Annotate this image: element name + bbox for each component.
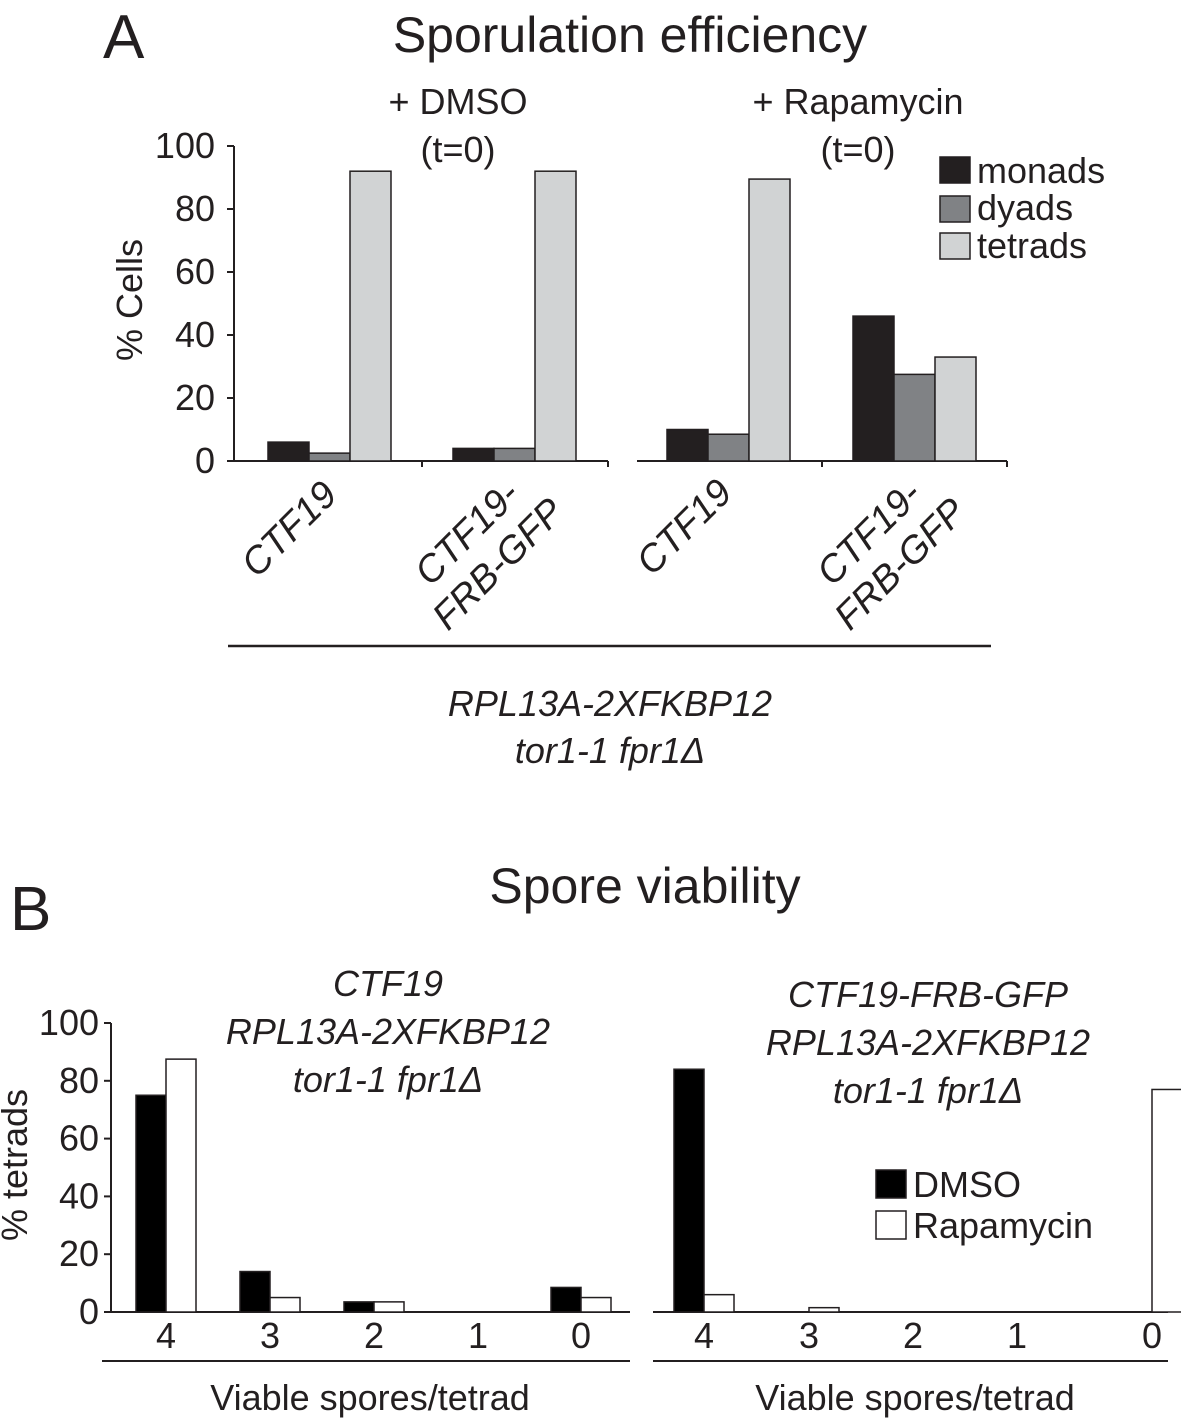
y-tick-label: 20 (175, 377, 215, 418)
category-label-ctf19-rapa: CTF19 (629, 472, 741, 584)
bar-rapamycin (165, 1058, 197, 1313)
bar-monads (852, 315, 895, 462)
bar-tetrads (534, 170, 577, 462)
panel-a-bars (267, 170, 977, 462)
legend-swatch-rapamycin (875, 1210, 907, 1240)
panel-b-label: B (10, 875, 51, 944)
bar-dmso (550, 1286, 582, 1313)
x-tick-label: 0 (571, 1315, 591, 1356)
bar-dyads (308, 452, 351, 462)
subplot-right-strain-line1: CTF19-FRB-GFP (788, 974, 1068, 1015)
panel-a-ylabel: % Cells (109, 239, 150, 361)
group-label-rapa-line2: (t=0) (820, 129, 895, 170)
group-label-rapa-line1: + Rapamycin (752, 81, 963, 122)
group-label-dmso-line2: (t=0) (420, 129, 495, 170)
panel-a-legend: monads dyads tetrads (939, 150, 1105, 266)
legend-swatch-tetrads (939, 232, 971, 260)
category-label-ctf19-frb-gfp-rapa: CTF19- FRB-GFP (809, 473, 975, 638)
legend-swatch-dmso (875, 1169, 907, 1199)
x-tick-label: 4 (694, 1315, 714, 1356)
panel-a-label: A (103, 3, 145, 72)
bar-tetrads (349, 170, 392, 462)
subplot-left-strain-line2: RPL13A-2XFKBP12 (226, 1011, 550, 1052)
y-tick-label: 0 (195, 440, 215, 481)
bar-rapamycin (808, 1306, 840, 1313)
panel-b-legend: DMSO Rapamycin (875, 1164, 1093, 1246)
legend-label-dyads: dyads (977, 187, 1073, 228)
x-tick-label: 3 (260, 1315, 280, 1356)
x-tick-label: 2 (903, 1315, 923, 1356)
subplot-right-strain-line2: RPL13A-2XFKBP12 (766, 1022, 1090, 1063)
panel-b-title: Spore viability (489, 858, 800, 914)
legend-swatch-dyads (939, 195, 971, 223)
y-tick-label: 100 (155, 125, 215, 166)
x-tick-label: 0 (1142, 1315, 1162, 1356)
bar-monads (267, 441, 310, 462)
y-tick-label: 20 (59, 1233, 99, 1274)
y-tick-label: 80 (59, 1060, 99, 1101)
bar-tetrads (748, 178, 791, 462)
x-tick-label: 3 (799, 1315, 819, 1356)
bar-dmso (135, 1094, 167, 1313)
subplot-left-strain-line3: tor1-1 fpr1Δ (293, 1059, 483, 1100)
bar-dyads (493, 447, 536, 462)
bar-monads (452, 447, 495, 462)
category-label-ctf19-frb-gfp-dmso: CTF19- FRB-GFP (407, 473, 573, 638)
group-label-dmso-line1: + DMSO (388, 81, 527, 122)
panel-b: B Spore viability % tetrads 020406080100… (0, 858, 1181, 1418)
y-tick-label: 100 (39, 1002, 99, 1043)
y-tick-label: 60 (175, 251, 215, 292)
bar-dmso (673, 1068, 705, 1313)
x-tick-label: 2 (364, 1315, 384, 1356)
strain-label-line2: tor1-1 fpr1Δ (515, 730, 705, 771)
bar-rapamycin (580, 1296, 612, 1313)
bar-monads (666, 428, 709, 462)
bar-dmso (239, 1270, 271, 1313)
y-tick-label: 0 (79, 1291, 99, 1332)
y-tick-label: 40 (59, 1175, 99, 1216)
panel-a-title: Sporulation efficiency (393, 7, 867, 63)
panel-b-xlabel-right: Viable spores/tetrad (755, 1377, 1075, 1418)
x-tick-label: 1 (1007, 1315, 1027, 1356)
legend-label-rapamycin: Rapamycin (913, 1205, 1093, 1246)
y-tick-label: 40 (175, 314, 215, 355)
panel-b-x-tick-labels: 4 3 2 1 0 4 3 2 1 0 (156, 1315, 1162, 1356)
bar-rapamycin (1151, 1088, 1181, 1313)
strain-label-line1: RPL13A-2XFKBP12 (448, 683, 772, 724)
x-tick-label: 1 (468, 1315, 488, 1356)
subplot-left-strain-line1: CTF19 (333, 963, 443, 1004)
bar-rapamycin (373, 1301, 405, 1313)
x-tick-label: 4 (156, 1315, 176, 1356)
bar-rapamycin (269, 1296, 301, 1313)
panel-b-ylabel: % tetrads (0, 1089, 35, 1241)
legend-label-dmso: DMSO (913, 1164, 1021, 1205)
y-tick-label: 60 (59, 1118, 99, 1159)
category-label-ctf19-dmso: CTF19 (234, 474, 346, 586)
y-tick-label: 80 (175, 188, 215, 229)
bar-dyads (707, 433, 750, 462)
legend-label-tetrads: tetrads (977, 225, 1087, 266)
panel-b-xlabel-left: Viable spores/tetrad (210, 1377, 530, 1418)
legend-label-monads: monads (977, 150, 1105, 191)
bar-dyads (893, 373, 936, 462)
bar-rapamycin (703, 1293, 735, 1313)
legend-swatch-monads (939, 156, 971, 184)
panel-a-y-ticks: 0 20 40 60 80 100 (155, 125, 234, 481)
subplot-right-strain-line3: tor1-1 fpr1Δ (833, 1070, 1023, 1111)
panel-b-bars (135, 1058, 1181, 1313)
bar-dmso (343, 1301, 375, 1313)
panel-b-y-ticks: 0 20 40 60 80 100 (39, 1002, 111, 1332)
panel-a: A Sporulation efficiency + DMSO (t=0) + … (103, 3, 1105, 771)
bar-tetrads (934, 356, 977, 462)
